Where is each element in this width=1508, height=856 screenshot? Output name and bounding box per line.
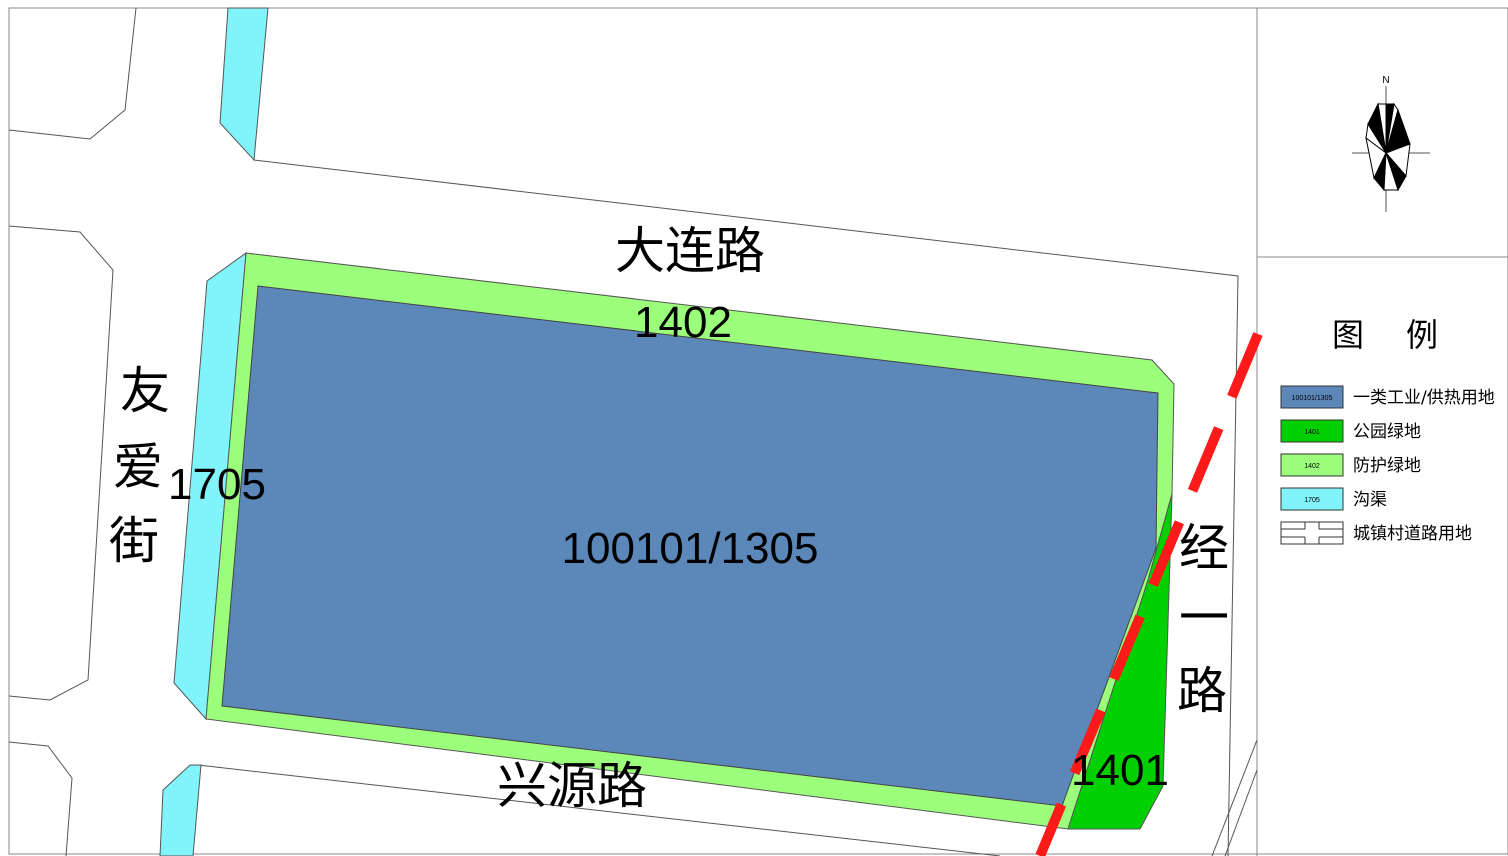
legend-swatch-park (1280, 419, 1344, 443)
road-name-youai: 友 爱 街 (109, 362, 170, 570)
canal-north (219, 7, 269, 162)
north-arrow-icon (1352, 86, 1430, 212)
legend-label-park: 公园绿地 (1353, 422, 1421, 442)
parcel-code-green-buffer: 1402 (634, 298, 732, 347)
legend-item-industrial: 100101/1305 一类工业/供热用地 (1280, 385, 1495, 409)
park-green (1067, 493, 1173, 830)
legend-label-road: 城镇村道路用地 (1353, 524, 1472, 544)
canal-south (159, 764, 202, 856)
legend-item-canal: 1705 沟渠 (1280, 487, 1387, 511)
parcel-code-park: 1401 (1071, 746, 1169, 795)
legend-code-industrial: 100101/1305 (1292, 395, 1333, 402)
road-name-jingyi-char-2: 一 (1179, 589, 1229, 647)
block-outlines (8, 7, 1258, 856)
planning-boundary-line (1035, 332, 1263, 856)
legend-road-pattern-icon (1281, 522, 1343, 544)
industrial-parcel (221, 285, 1159, 807)
legend-label-canal: 沟渠 (1353, 490, 1387, 510)
road-name-jingyi: 经 一 路 (1177, 519, 1229, 720)
parcel-code-industrial: 100101/1305 (562, 524, 819, 573)
road-name-xingyuan: 兴源路 (497, 757, 647, 815)
legend-swatch-buffer (1280, 453, 1344, 477)
legend-title-char-1: 图 (1332, 316, 1364, 354)
legend-label-industrial: 一类工业/供热用地 (1353, 388, 1495, 408)
road-name-dalian: 大连路 (615, 222, 765, 280)
legend-item-park: 1401 公园绿地 (1280, 419, 1421, 443)
legend-label-buffer: 防护绿地 (1353, 456, 1421, 476)
road-name-jingyi-char-3: 路 (1177, 662, 1227, 720)
road-name-youai-char-3: 街 (109, 512, 159, 570)
parcel-code-canal: 1705 (168, 460, 266, 509)
legend-code-park: 1401 (1304, 429, 1320, 436)
road-name-youai-char-2: 爱 (113, 438, 163, 496)
legend-swatch-road (1280, 521, 1344, 545)
north-arrow-label: N (1382, 75, 1389, 86)
legend-code-buffer: 1402 (1304, 463, 1320, 470)
legend-item-road: 城镇村道路用地 (1280, 521, 1472, 545)
legend-item-buffer: 1402 防护绿地 (1280, 453, 1421, 477)
road-name-youai-char-1: 友 (120, 362, 170, 420)
legend-title-char-2: 例 (1406, 316, 1438, 354)
legend-swatch-industrial (1280, 385, 1344, 409)
legend-code-canal: 1705 (1304, 497, 1320, 504)
legend-swatch-canal (1280, 487, 1344, 511)
road-name-jingyi-char-1: 经 (1179, 519, 1229, 577)
